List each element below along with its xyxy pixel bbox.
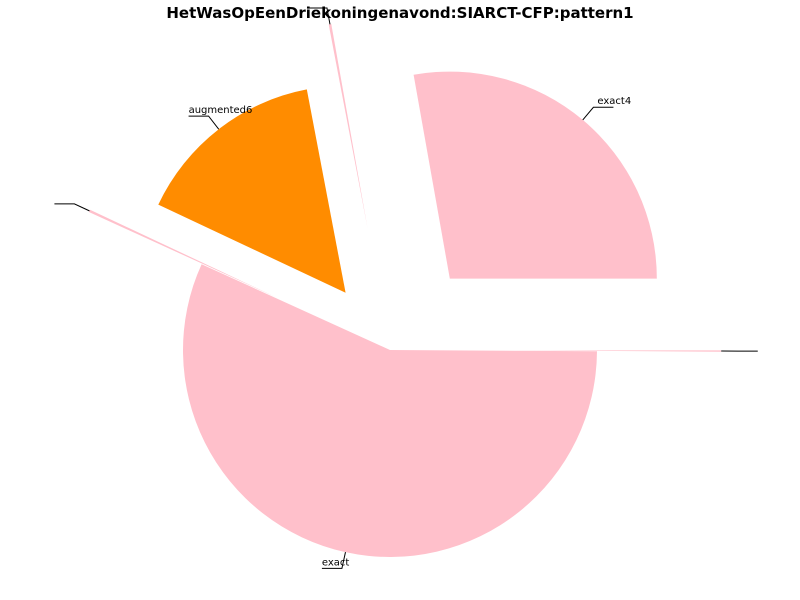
- pie-slice-5: [514, 350, 722, 352]
- pie-slice-1: [328, 24, 368, 228]
- pie-slices: [88, 24, 722, 557]
- leader-line-1: [306, 7, 331, 25]
- pie-labels: exact4 augmented6 exact: [54, 7, 758, 569]
- leader-line-exact4: [582, 106, 614, 121]
- leader-line-exact: [321, 552, 346, 569]
- pie-slice-exact: [183, 264, 597, 557]
- slice-label-exact: exact: [322, 557, 350, 568]
- slice-label-augmented6: augmented6: [189, 105, 253, 116]
- leader-line-3: [54, 203, 90, 212]
- pie-slice-exact4: [413, 71, 657, 279]
- leader-line-augmented6: [188, 115, 220, 130]
- pie-slice-3: [88, 209, 278, 298]
- slice-label-exact4: exact4: [597, 96, 631, 107]
- chart-title: HetWasOpEenDriekoningenavond:SIARCT-CFP:…: [166, 4, 633, 22]
- pie-slice-augmented6: [158, 89, 346, 293]
